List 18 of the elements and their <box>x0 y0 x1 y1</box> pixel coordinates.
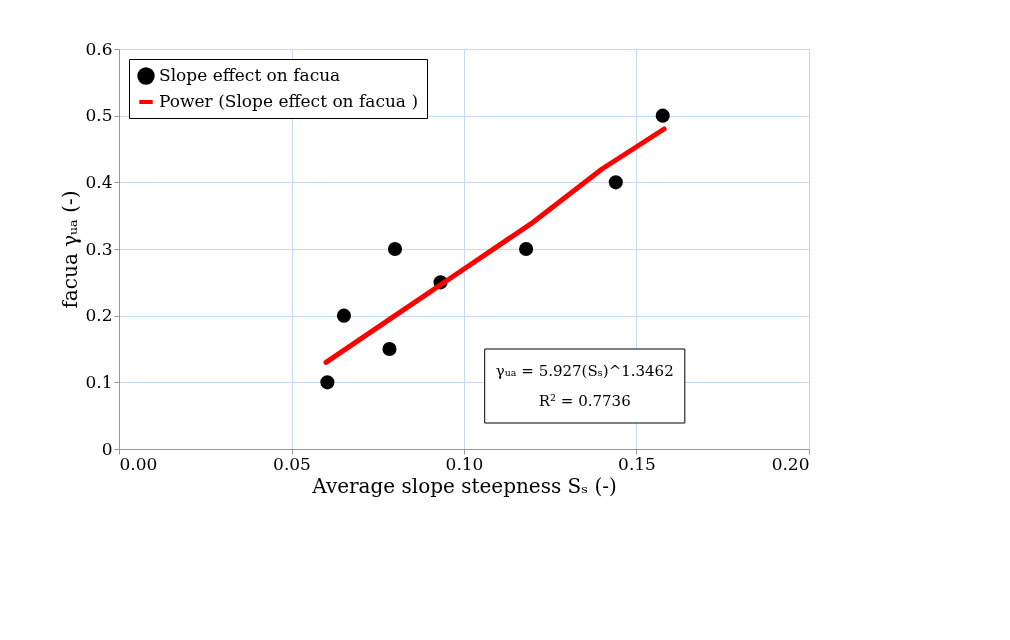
annotation: γᵤₐ = 5.927(Sₛ)^1.3462 <box>495 362 674 380</box>
x-tick-label: 0.10 <box>445 453 484 474</box>
y-tick-label: 0.4 <box>85 171 113 192</box>
legend-label: Power (Slope effect on facua ) <box>159 91 419 111</box>
y-tick-label: 0.1 <box>85 371 113 392</box>
y-tick-label: 0.3 <box>85 238 113 259</box>
annotation: R² = 0.7736 <box>538 392 631 410</box>
y-tick-label: 0.2 <box>85 305 113 326</box>
y-tick-label: 0.5 <box>85 105 113 126</box>
x-tick-label: 0.00 <box>119 453 158 474</box>
y-tick-label: 0.6 <box>85 38 113 59</box>
y-axis-title: facua γᵤₐ (-) <box>58 190 83 309</box>
x-axis-title: Average slope steepness Sₛ (-) <box>311 473 617 498</box>
x-tick-label: 0.05 <box>273 453 311 474</box>
y-tick-label: 0 <box>101 438 113 459</box>
x-tick-label: 0.20 <box>771 453 810 474</box>
x-tick-label: 0.15 <box>618 453 656 474</box>
legend-label: Slope effect on facua <box>159 65 341 85</box>
